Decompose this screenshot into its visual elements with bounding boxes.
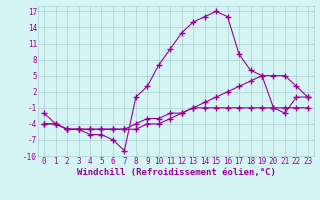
X-axis label: Windchill (Refroidissement éolien,°C): Windchill (Refroidissement éolien,°C) [76, 168, 276, 177]
